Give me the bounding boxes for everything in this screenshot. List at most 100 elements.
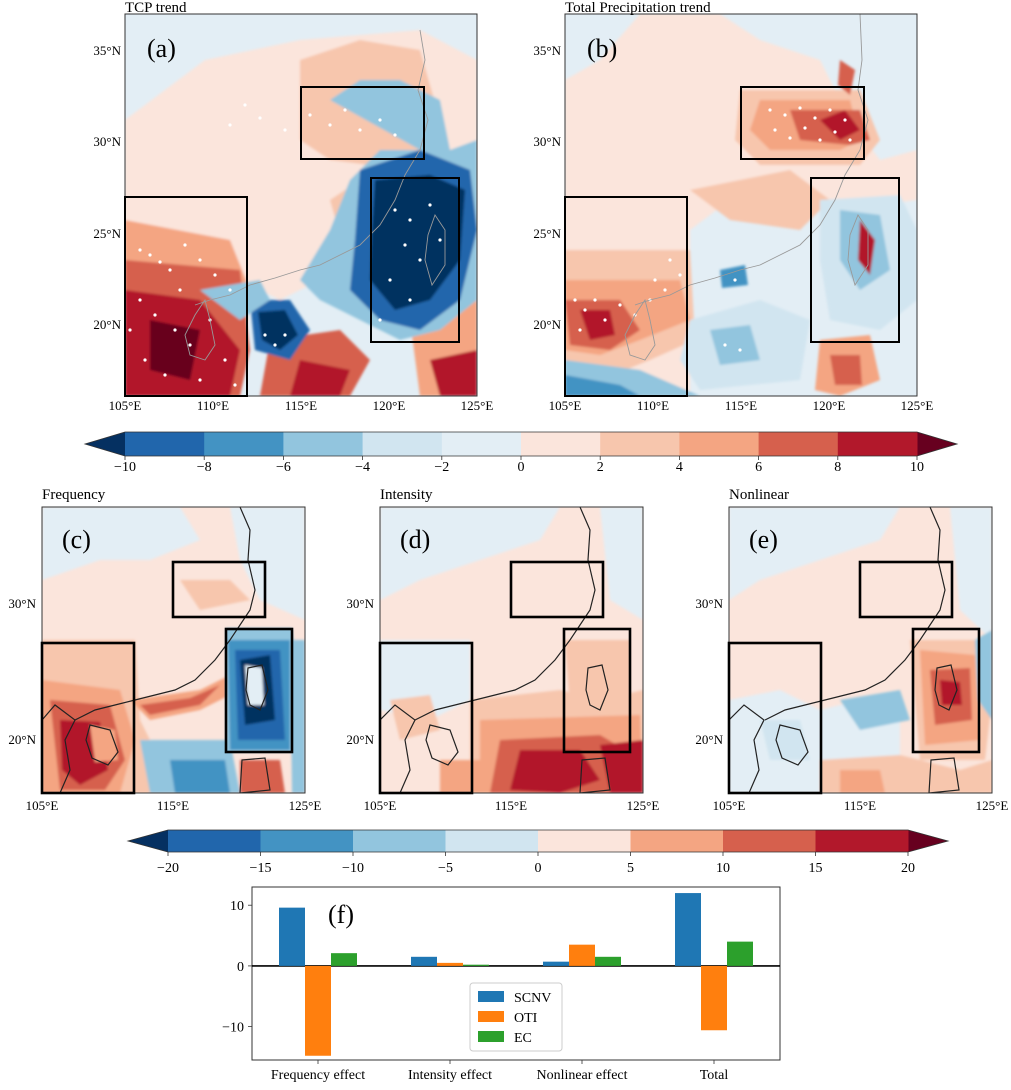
colorbar-top: −10 −8 −6 −4 −2 0 2 4 6 8 10 (83, 431, 959, 475)
category-label: Total (700, 1068, 729, 1083)
x-axis-ticks: 105°E 115°E 125°E (364, 798, 660, 813)
bar-ec (463, 964, 489, 966)
colorbar-tick-label: 0 (518, 460, 525, 475)
svg-text:105°E: 105°E (713, 798, 746, 813)
y-tick-label: −10 (222, 1021, 244, 1036)
colorbar-tick-label: 0 (535, 861, 542, 876)
map-a-field (125, 14, 477, 396)
panel-label: (e) (749, 525, 778, 554)
bar-ec (727, 941, 753, 966)
colorbar-tick-label: −8 (197, 460, 212, 475)
region-box-east-china (858, 560, 954, 619)
colorbar-over-extend (917, 432, 957, 456)
legend-label: OTI (514, 1011, 538, 1026)
svg-text:30°N: 30°N (8, 596, 36, 611)
svg-text:25°N: 25°N (93, 226, 121, 241)
colorbar-tick-label: 6 (755, 460, 762, 475)
bar-category-labels: Frequency effect Intensity effect Nonlinea… (271, 1060, 728, 1083)
svg-text:110°E: 110°E (197, 398, 229, 413)
x-axis-ticks: 105°E 110°E 115°E 120°E 125°E (109, 398, 494, 413)
colorbar-tick-label: 10 (910, 460, 924, 475)
colorbar-tick-label: −20 (157, 861, 179, 876)
category-label: Nonlinear effect (536, 1068, 627, 1083)
legend-label: EC (514, 1031, 532, 1046)
colorbar-segment (441, 432, 522, 456)
region-box-east-china (740, 86, 865, 160)
y-axis-ticks: 30°N 20°N (695, 596, 723, 747)
svg-text:30°N: 30°N (346, 596, 374, 611)
colorbar-under-extend (85, 432, 125, 456)
colorbar-segment (283, 432, 364, 456)
svg-text:20°N: 20°N (93, 317, 121, 332)
region-box-taiwan (562, 627, 632, 754)
svg-text:30°N: 30°N (93, 134, 121, 149)
region-box-taiwan (911, 627, 981, 754)
colorbar-segment (204, 432, 284, 456)
map-b-field (565, 14, 917, 396)
svg-text:105°E: 105°E (364, 798, 397, 813)
bar-oti (305, 965, 331, 1056)
bar-oti (569, 944, 595, 966)
region-box-taiwan (370, 177, 460, 343)
region-box-east-china (171, 560, 267, 619)
colorbar-segment (353, 830, 446, 852)
map-panel-a: TCP trend (a) 35°N 30°N 25°N 20°N 105°E … (93, 0, 493, 413)
colorbar-tick-label: 20 (901, 861, 915, 876)
svg-text:115°E: 115°E (844, 798, 876, 813)
y-axis-ticks: 30°N 20°N (8, 596, 36, 747)
colorbar-tick-label: −4 (355, 460, 370, 475)
colorbar-segment (758, 432, 839, 456)
legend-label: SCNV (514, 991, 551, 1006)
bar-ec (595, 956, 621, 966)
x-axis-ticks: 105°E 115°E 125°E (26, 798, 322, 813)
y-axis-ticks: 35°N 30°N 25°N 20°N (533, 43, 561, 332)
colorbar-segment (600, 432, 680, 456)
colorbar-segment (679, 432, 760, 456)
colorbar-tick-label: 4 (676, 460, 683, 475)
legend-swatch (478, 991, 504, 1002)
svg-text:125°E: 125°E (976, 798, 1009, 813)
bar-oti (701, 965, 727, 1031)
svg-text:20°N: 20°N (8, 732, 36, 747)
map-title: Frequency (42, 487, 106, 503)
bar-chart-frame (251, 886, 781, 1061)
region-box-south-china (727, 641, 823, 795)
colorbar-segment (723, 830, 816, 852)
colorbar-under-extend (128, 830, 168, 852)
svg-text:115°E: 115°E (157, 798, 189, 813)
colorbar-tick-label: −15 (250, 861, 272, 876)
legend: SCNV OTI EC (469, 982, 563, 1052)
x-axis-ticks: 105°E 115°E 125°E (713, 798, 1009, 813)
colorbar-tick-label: −10 (114, 460, 136, 475)
colorbar-tick-label: 8 (834, 460, 841, 475)
colorbar-segment (521, 432, 601, 456)
map-title: Intensity (380, 487, 433, 503)
svg-text:20°N: 20°N (346, 732, 374, 747)
colorbar-bottom: −20 −15 −10 −5 0 5 10 15 20 (126, 829, 950, 876)
panel-label: (c) (62, 525, 91, 554)
colorbar-segment (260, 830, 354, 852)
svg-text:20°N: 20°N (695, 732, 723, 747)
bar-scnv (279, 907, 305, 966)
region-box-south-china (40, 641, 136, 795)
svg-text:35°N: 35°N (533, 43, 561, 58)
colorbar-segment (125, 432, 205, 456)
panel-label: (a) (147, 34, 176, 63)
colorbar-segment (168, 830, 261, 852)
panel-label: (d) (400, 525, 430, 554)
colorbar-tick-label: −10 (342, 861, 364, 876)
significance-dots (573, 106, 852, 352)
bar-ec (331, 953, 357, 966)
y-axis-ticks: 30°N 20°N (346, 596, 374, 747)
map-c-field (42, 507, 305, 793)
y-tick-label: 10 (230, 899, 244, 914)
bar-marks (279, 893, 753, 1056)
svg-text:115°E: 115°E (725, 398, 757, 413)
svg-text:115°E: 115°E (495, 798, 527, 813)
map-d-field (380, 507, 643, 793)
svg-text:30°N: 30°N (695, 596, 723, 611)
colorbar-segment (445, 830, 539, 852)
colorbar-tick-label: 5 (627, 861, 634, 876)
y-tick-label: 0 (237, 960, 244, 975)
significance-dots (128, 103, 442, 387)
